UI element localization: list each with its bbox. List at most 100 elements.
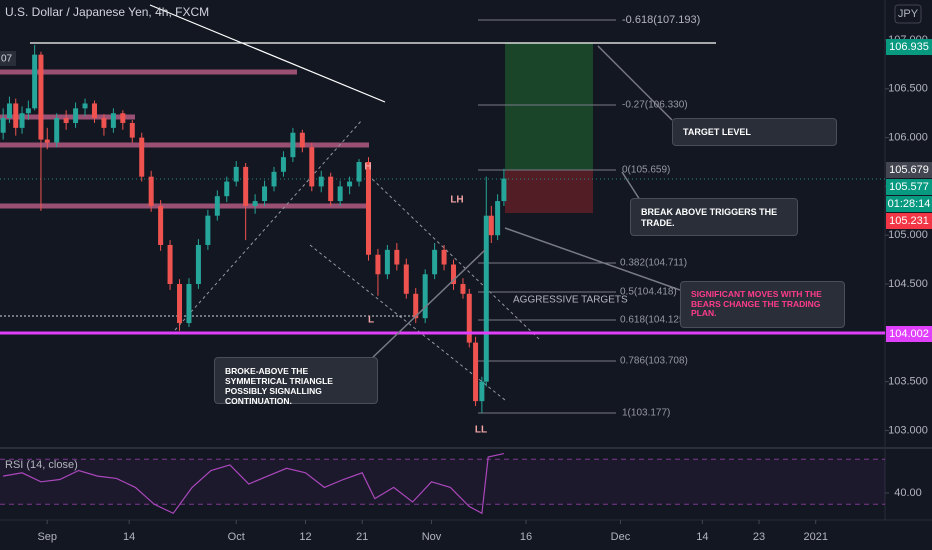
fib-label: -0.618(107.193) <box>622 14 700 26</box>
candle-body <box>473 342 479 402</box>
currency[interactable]: JPY <box>898 8 919 20</box>
candle-body <box>158 205 164 245</box>
connector <box>597 45 673 121</box>
x-tick-label: 23 <box>753 531 765 543</box>
swing-label: H <box>364 162 371 173</box>
candle-body <box>82 103 88 109</box>
candle-body <box>186 284 192 324</box>
candle-body <box>384 249 390 275</box>
candle-body <box>243 166 249 206</box>
x-tick-label: 14 <box>696 531 708 543</box>
candle-body <box>91 103 97 119</box>
candle-body <box>148 176 154 206</box>
candle-body <box>167 244 173 285</box>
candle-body <box>110 113 116 128</box>
y-tick-label: 104.500 <box>888 278 928 290</box>
connector <box>621 171 641 201</box>
x-tick-label: 16 <box>520 531 532 543</box>
candle-body <box>337 186 343 202</box>
candle-body <box>38 54 44 140</box>
fib-label: -0.27(106.330) <box>622 100 688 111</box>
candle-body <box>0 118 6 133</box>
candle-body <box>205 215 211 245</box>
candle-body <box>224 181 230 197</box>
triangle-line <box>174 119 363 331</box>
price-series: RSI (14, close) <box>0 44 885 515</box>
x-tick-label: Oct <box>228 531 245 543</box>
y-tick-label: 40.00 <box>894 487 922 499</box>
candle-body <box>262 186 268 202</box>
candle-body <box>309 147 315 187</box>
connector <box>504 227 681 291</box>
candle-body <box>403 264 409 294</box>
candle-body <box>280 157 286 172</box>
x-tick-label: Nov <box>422 531 442 543</box>
candle-body <box>466 293 472 343</box>
left-tag-bg <box>0 51 16 66</box>
price-tag-bg <box>886 196 932 212</box>
y-tick-label: 106.000 <box>888 132 928 144</box>
candle-body <box>432 249 438 275</box>
y-tick-label: 103.000 <box>888 424 928 436</box>
rsi-line <box>2 453 505 515</box>
candle-body <box>290 132 296 158</box>
target-zone <box>505 43 593 170</box>
price-axis-bg <box>885 0 932 550</box>
candle-body <box>356 162 362 182</box>
annotation: BREAK ABOVE TRIGGERS THE TRADE. <box>630 198 798 236</box>
candle-body <box>214 196 220 216</box>
candle-body <box>422 274 428 319</box>
candle-body <box>479 381 485 402</box>
symbol-title: U.S. Dollar / Japanese Yen, 4h, FXCM <box>5 5 209 19</box>
price-tag-bg <box>886 162 932 178</box>
price-tag: 104.002 <box>889 328 929 340</box>
price-tag-bg <box>886 326 932 342</box>
price-tag: 106.935 <box>889 41 929 53</box>
x-tick-label: 14 <box>123 531 135 543</box>
candle-body <box>129 122 135 138</box>
candle-body <box>347 181 353 187</box>
price-tag: 105.679 <box>889 164 929 176</box>
candle-body <box>488 215 494 236</box>
swing-label: LL <box>475 425 487 436</box>
fib-label: 0.5(104.418) <box>620 287 677 298</box>
rsi-band-fill <box>0 459 885 505</box>
price-tag-bg <box>886 39 932 55</box>
aggressive-label: AGGRESSIVE TARGETS <box>513 295 628 306</box>
price-tag-bg <box>886 179 932 195</box>
left-tag: 07 <box>1 54 13 65</box>
candle-body <box>32 54 38 109</box>
fib-label: 1(103.177) <box>622 408 670 419</box>
price-tag-bg <box>886 213 932 229</box>
annotation: SIGNIFICANT MOVES WITH THE BEARS CHANGE … <box>680 281 845 328</box>
candle-body <box>101 118 107 128</box>
candle-body <box>501 178 507 202</box>
x-tick-label: Dec <box>611 531 631 543</box>
candle-body <box>233 166 239 182</box>
candle-body <box>139 137 145 177</box>
y-tick-label: 103.500 <box>888 376 928 388</box>
y-tick-label: 106.500 <box>888 83 928 95</box>
price-tag: 01:28:14 <box>888 198 931 210</box>
candle-body <box>63 118 69 123</box>
candle-body <box>365 162 371 255</box>
candle-body <box>177 284 183 324</box>
candle-body <box>299 132 305 148</box>
fib-label: 0.382(104.711) <box>620 258 687 269</box>
candle-body <box>120 113 126 123</box>
swing-label: L <box>368 315 374 326</box>
candle-body <box>483 215 489 382</box>
triangle-line <box>367 174 541 341</box>
x-tick-label: 21 <box>356 531 368 543</box>
candle-body <box>6 103 12 119</box>
candle-body <box>328 176 334 202</box>
currency-box[interactable] <box>894 4 922 24</box>
candle-body <box>195 244 201 285</box>
fib-label: 0.786(103.708) <box>620 356 688 367</box>
annotation: TARGET LEVEL <box>672 118 837 146</box>
drawings: -0.618(107.193) -0.27(106.330) 0(105.659… <box>0 5 885 436</box>
x-tick-label: Sep <box>37 531 57 543</box>
y-tick-label: 105.000 <box>888 229 928 241</box>
candle-body <box>413 293 419 319</box>
